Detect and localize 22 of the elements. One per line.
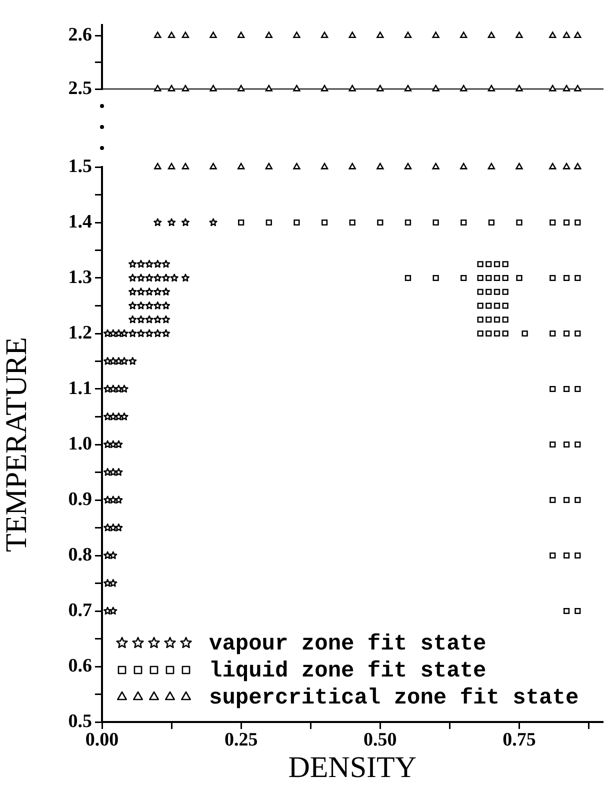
x-tick-label: 0.00: [85, 729, 119, 750]
y-tick-label: 2.5: [68, 78, 92, 99]
x-tick-label: 0.25: [224, 729, 258, 750]
y-axis-title: TEMPERATURE: [0, 336, 33, 552]
x-tick-label: 0.50: [364, 729, 397, 750]
y-tick-label: 1.4: [68, 211, 92, 232]
y-tick-label: 1.3: [68, 266, 92, 288]
y-tick-label: 0.9: [68, 488, 92, 510]
x-tick-label: 0.75: [502, 729, 536, 750]
y-tick-label: 1.0: [68, 433, 92, 454]
y-tick-label: 0.6: [68, 655, 92, 676]
y-tick-label: 0.5: [68, 710, 92, 732]
y-tick-label: 2.6: [68, 24, 92, 46]
y-tick-label: 0.8: [68, 544, 92, 566]
y-tick-label: 1.2: [68, 322, 92, 344]
y-tick-label: 1.5: [68, 156, 92, 177]
legend-label: vapour zone fit state: [209, 632, 486, 657]
y-tick-label: 1.1: [68, 378, 92, 399]
x-axis-title: DENSITY: [288, 750, 417, 784]
y-tick-label: 0.7: [68, 600, 92, 621]
legend-label: liquid zone fit state: [209, 658, 486, 684]
legend-label: supercritical zone fit state: [209, 686, 579, 711]
